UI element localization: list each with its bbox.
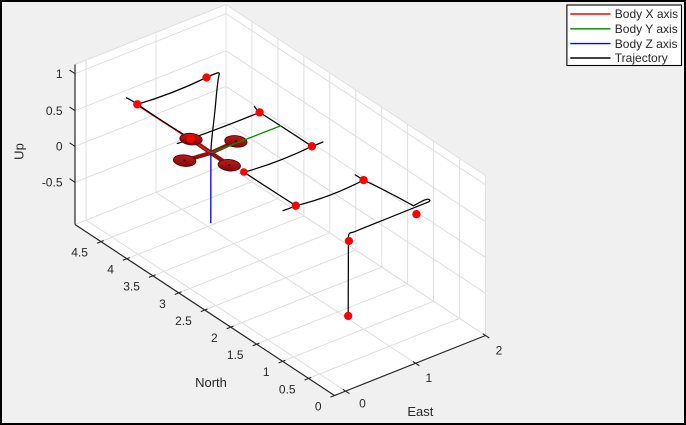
svg-text:0: 0: [359, 397, 366, 411]
svg-text:1: 1: [56, 67, 63, 81]
svg-text:East: East: [407, 404, 433, 419]
svg-text:1: 1: [426, 371, 433, 385]
svg-text:1.5: 1.5: [227, 348, 244, 362]
svg-text:0.5: 0.5: [46, 104, 63, 118]
svg-text:2: 2: [496, 343, 503, 357]
svg-text:Body Z axis: Body Z axis: [615, 37, 678, 51]
svg-text:Trajectory: Trajectory: [615, 51, 668, 65]
svg-text:North: North: [195, 375, 227, 390]
svg-text:4: 4: [107, 263, 114, 277]
svg-text:Body X axis: Body X axis: [615, 7, 678, 21]
svg-text:3: 3: [159, 297, 166, 311]
svg-text:1: 1: [263, 365, 270, 379]
svg-text:2: 2: [211, 331, 218, 345]
svg-text:0: 0: [56, 140, 63, 154]
svg-text:Up: Up: [12, 143, 27, 160]
svg-text:0.5: 0.5: [279, 382, 296, 396]
svg-text:4.5: 4.5: [71, 246, 88, 260]
svg-text:Body Y axis: Body Y axis: [615, 22, 678, 36]
svg-text:-0.5: -0.5: [42, 176, 63, 190]
svg-text:3.5: 3.5: [123, 280, 140, 294]
svg-text:0: 0: [315, 399, 322, 413]
svg-text:2.5: 2.5: [175, 314, 192, 328]
